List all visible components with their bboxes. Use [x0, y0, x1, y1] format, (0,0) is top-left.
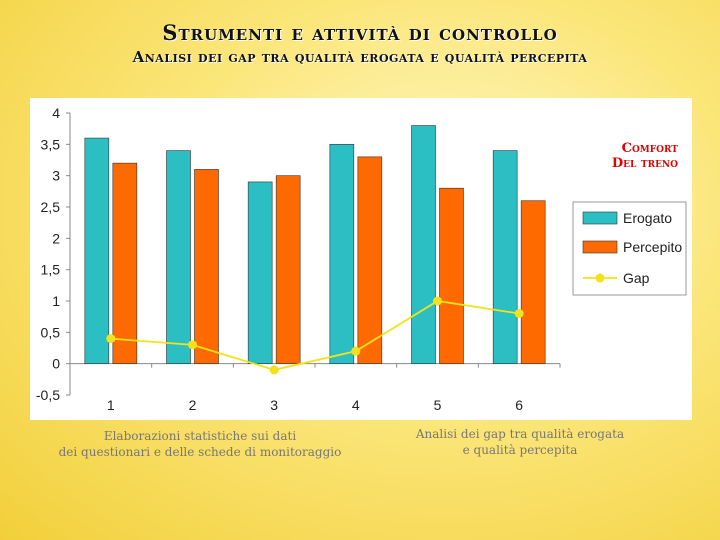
x-tick-label: 5 [434, 397, 442, 413]
note-right: Analisi dei gap tra qualità erogata e qu… [400, 426, 640, 458]
note-right-line-2: e qualità percepita [462, 443, 578, 457]
point-gap [269, 365, 279, 375]
chart-panel: 4 3,5 3 2,5 2 1,5 1 0,5 0 -0,5 1 2 3 4 5 6 Comfort Del tr… [30, 98, 692, 420]
bar-percepito [520, 200, 546, 364]
y-tick-label: -0,5 [36, 387, 60, 403]
y-tick-label: 3 [52, 168, 60, 184]
bar-erogato [166, 150, 191, 364]
chart-title-line: Comfort [622, 141, 679, 156]
y-tick-label: 2,5 [41, 199, 61, 215]
bar-percepito [439, 187, 464, 364]
y-tick-label: 0 [52, 356, 60, 372]
bar-percepito [112, 162, 138, 364]
point-gap [433, 296, 442, 306]
bar-erogato [411, 125, 436, 364]
bar-percepito [275, 175, 301, 364]
x-tick-label: 6 [515, 397, 523, 413]
legend-label-erogato: Erogato [623, 210, 672, 226]
slide-title: Strumenti e attività di controllo [162, 20, 558, 45]
legend-marker-gap [595, 273, 605, 283]
point-gap [351, 346, 361, 356]
x-tick-label: 2 [189, 397, 197, 413]
legend-swatch-erogato [582, 211, 618, 225]
legend-swatch-percepito [582, 240, 618, 254]
x-tick-label: 1 [107, 397, 115, 413]
note-left: Elaborazioni statistiche sui dati dei qu… [40, 428, 360, 460]
bar-erogato [247, 181, 273, 364]
point-gap [514, 309, 524, 319]
bar-erogato [492, 150, 518, 364]
y-tick-label: 2 [52, 230, 60, 246]
legend-label-gap: Gap [623, 270, 650, 286]
bar-erogato [329, 144, 355, 364]
chart-title-line: Del treno [612, 156, 678, 171]
y-tick-label: 3,5 [41, 136, 61, 152]
y-tick-label: 1 [52, 293, 60, 309]
bar-percepito [194, 169, 219, 364]
slide-subtitle: Analisi dei gap tra qualità erogata e qu… [132, 48, 588, 66]
x-tick-label: 4 [352, 397, 360, 413]
legend-label-percepito: Percepito [623, 239, 682, 255]
note-left-line-2: dei questionari e delle schede di monito… [58, 445, 342, 459]
bar-erogato [84, 137, 110, 364]
point-gap [106, 334, 116, 344]
note-left-line-1: Elaborazioni statistiche sui dati [103, 429, 297, 443]
series-line-gap [110, 300, 520, 371]
note-right-line-1: Analisi dei gap tra qualità erogata [415, 427, 625, 441]
bar-percepito [357, 156, 383, 364]
y-tick-label: 1,5 [41, 262, 61, 278]
y-tick-label: 4 [52, 105, 60, 121]
point-gap [188, 340, 197, 350]
y-tick-label: 0,5 [41, 324, 61, 340]
x-tick-label: 3 [270, 397, 278, 413]
